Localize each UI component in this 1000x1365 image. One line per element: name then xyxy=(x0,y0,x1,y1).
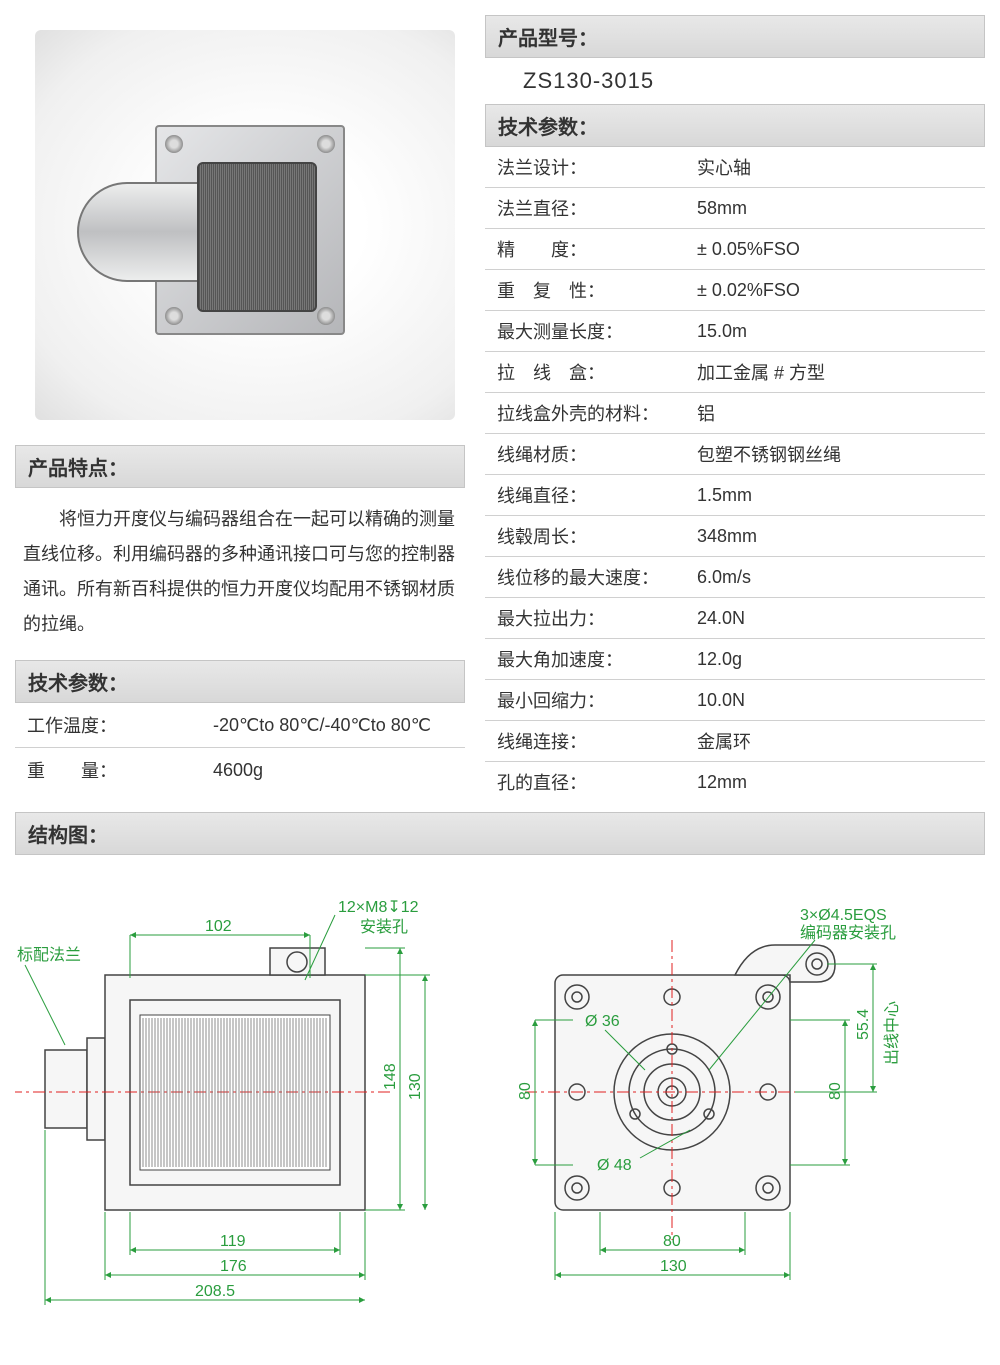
spec-label: 线绳连接： xyxy=(497,728,697,754)
spec-row: 线绳连接：金属环 xyxy=(485,721,985,762)
spec-label: 线绳材质： xyxy=(497,441,697,467)
spec-value: 6.0m/s xyxy=(697,567,977,588)
spec-row: 孔的直径：12mm xyxy=(485,762,985,802)
structure-diagram: 102 12×M8↧12 安装孔 标配法兰 148 130 xyxy=(15,880,975,1340)
spec-row: 线绳直径：1.5mm xyxy=(485,475,985,516)
label-mount-holes-sub: 安装孔 xyxy=(360,918,408,936)
spec-row: 拉 线 盒：加工金属 # 方型 xyxy=(485,352,985,393)
spec-label: 法兰设计： xyxy=(497,154,697,180)
model-value: ZS130-3015 xyxy=(485,58,985,104)
spec-label: 最小回缩力： xyxy=(497,687,697,713)
spec-value: ± 0.02%FSO xyxy=(697,280,977,301)
spec-value: 10.0N xyxy=(697,690,977,711)
spec-value: 金属环 xyxy=(697,728,977,754)
spec-label: 最大拉出力： xyxy=(497,605,697,631)
dim-148: 148 xyxy=(382,1063,399,1090)
dim-130-bottom: 130 xyxy=(660,1258,687,1275)
dim-dia36: Ø 36 xyxy=(585,1013,620,1030)
dim-dia48: Ø 48 xyxy=(597,1157,632,1174)
spec-label: 最大角加速度： xyxy=(497,646,697,672)
spec-label: 线毂周长： xyxy=(497,523,697,549)
spec-value: 12mm xyxy=(697,772,977,793)
features-header: 产品特点： xyxy=(15,445,465,488)
spec-row: 拉线盒外壳的材料：铝 xyxy=(485,393,985,434)
spec-label: 重 量： xyxy=(23,757,213,783)
dim-55-4: 55.4 xyxy=(855,1009,872,1040)
dim-208-5: 208.5 xyxy=(195,1283,235,1300)
spec-value: 58mm xyxy=(697,198,977,219)
dim-130: 130 xyxy=(407,1073,424,1100)
dim-80-bottom: 80 xyxy=(663,1233,681,1250)
dim-119: 119 xyxy=(220,1233,246,1250)
spec-row: 法兰直径：58mm xyxy=(485,188,985,229)
spec-value: 加工金属 # 方型 xyxy=(697,359,977,385)
label-encoder-holes: 3×Ø4.5EQS xyxy=(800,907,887,924)
spec-label: 孔的直径： xyxy=(497,769,697,795)
label-encoder-holes-sub: 编码器安装孔 xyxy=(800,924,896,942)
structure-header: 结构图： xyxy=(15,812,985,855)
spec-row: 精 度：± 0.05%FSO xyxy=(485,229,985,270)
spec-value: 1.5mm xyxy=(697,485,977,506)
spec-value: 348mm xyxy=(697,526,977,547)
dim-102: 102 xyxy=(205,918,232,935)
spec-value: 包塑不锈钢钢丝绳 xyxy=(697,441,977,467)
spec-label: 重 复 性： xyxy=(497,277,697,303)
spec-value: 15.0m xyxy=(697,321,977,342)
dim-80-right: 80 xyxy=(827,1082,844,1100)
spec-label: 精 度： xyxy=(497,236,697,262)
spec-row: 最大角加速度：12.0g xyxy=(485,639,985,680)
dim-176: 176 xyxy=(220,1258,247,1275)
left-tech-header: 技术参数： xyxy=(15,660,465,703)
label-flange: 标配法兰 xyxy=(17,946,81,964)
spec-row: 法兰设计：实心轴 xyxy=(485,147,985,188)
spec-row: 重 量： 4600g xyxy=(15,748,465,792)
right-tech-header: 技术参数： xyxy=(485,104,985,147)
spec-value: 铝 xyxy=(697,400,977,426)
spec-label: 法兰直径： xyxy=(497,195,697,221)
spec-row: 线绳材质：包塑不锈钢钢丝绳 xyxy=(485,434,985,475)
model-header: 产品型号： xyxy=(485,15,985,58)
spec-row: 最大测量长度：15.0m xyxy=(485,311,985,352)
spec-label: 线位移的最大速度： xyxy=(497,564,697,590)
spec-value: 4600g xyxy=(213,760,457,781)
spec-value: 24.0N xyxy=(697,608,977,629)
spec-label: 拉线盒外壳的材料： xyxy=(497,400,697,426)
spec-row: 线毂周长：348mm xyxy=(485,516,985,557)
product-photo xyxy=(35,30,455,420)
label-outlet-center: 出线中心 xyxy=(883,1001,901,1065)
spec-label: 拉 线 盒： xyxy=(497,359,697,385)
dim-80-left: 80 xyxy=(517,1082,534,1100)
spec-row: 工作温度： -20℃to 80℃/-40℃to 80℃ xyxy=(15,703,465,748)
features-text: 将恒力开度仪与编码器组合在一起可以精确的测量直线位移。利用编码器的多种通讯接口可… xyxy=(15,488,465,660)
spec-value: 实心轴 xyxy=(697,154,977,180)
spec-row: 重 复 性：± 0.02%FSO xyxy=(485,270,985,311)
spec-label: 工作温度： xyxy=(23,712,213,738)
label-mount-holes: 12×M8↧12 xyxy=(338,899,419,916)
spec-row: 最大拉出力：24.0N xyxy=(485,598,985,639)
spec-value: -20℃to 80℃/-40℃to 80℃ xyxy=(213,715,457,736)
spec-label: 线绳直径： xyxy=(497,482,697,508)
spec-row: 最小回缩力：10.0N xyxy=(485,680,985,721)
spec-value: 12.0g xyxy=(697,649,977,670)
spec-value: ± 0.05%FSO xyxy=(697,239,977,260)
spec-label: 最大测量长度： xyxy=(497,318,697,344)
spec-row: 线位移的最大速度：6.0m/s xyxy=(485,557,985,598)
